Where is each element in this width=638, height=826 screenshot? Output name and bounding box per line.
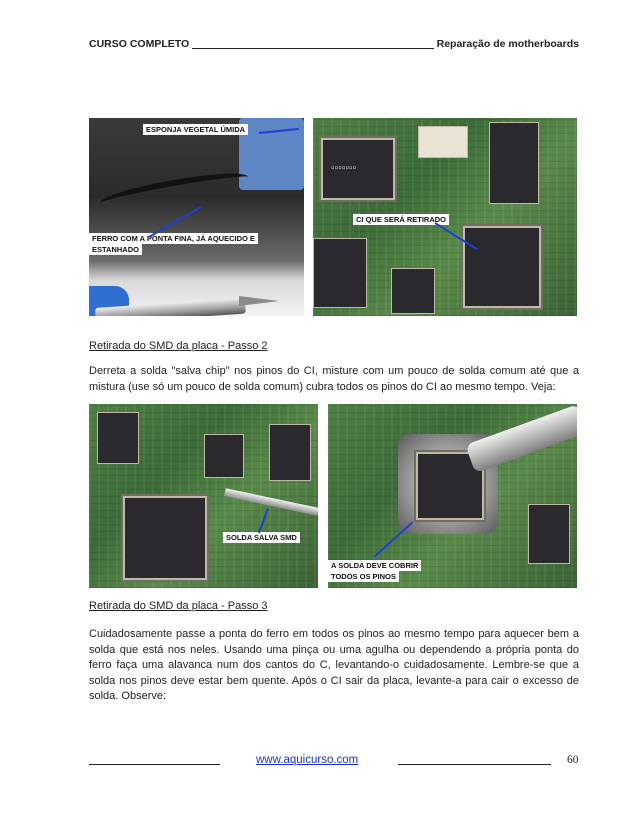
chip-bottom-middle bbox=[391, 268, 435, 314]
page-header: CURSO COMPLETO Reparação de motherboards bbox=[89, 38, 579, 54]
iron-cable bbox=[98, 167, 250, 213]
chip-top-right bbox=[489, 122, 539, 204]
photo-soldering-iron: ESPONJA VEGETAL ÚMIDA FERRO COM A PONTA … bbox=[89, 118, 304, 316]
section-title-step3: Retirada do SMD da placa - Passo 3 bbox=[89, 600, 268, 612]
page-number: 60 bbox=[567, 754, 579, 766]
chip-upper-left bbox=[97, 412, 139, 464]
iron-tip-photo4 bbox=[465, 404, 577, 474]
section-title-step2: Retirada do SMD da placa - Passo 2 bbox=[89, 340, 268, 352]
footer-rule-right bbox=[398, 764, 551, 765]
label-sponge: ESPONJA VEGETAL ÚMIDA bbox=[143, 124, 249, 135]
footer-rule-left bbox=[89, 764, 220, 765]
chip-marking: ▫▫▫▫▫▫▫ bbox=[331, 164, 357, 171]
label-iron-line2: ESTANHADO bbox=[89, 244, 142, 255]
label-ic-to-remove: CI QUE SERÁ RETIRADO bbox=[353, 214, 450, 225]
photo-salva-smd: SOLDA SALVA SMD bbox=[89, 404, 318, 588]
solder-wire bbox=[224, 488, 318, 516]
chip-main bbox=[123, 496, 207, 580]
label-solder-line1: A SOLDA DEVE COBRIR bbox=[328, 560, 422, 571]
iron-tip bbox=[239, 296, 279, 306]
section-text-step2: Derreta a solda "salva chip" nos pinos d… bbox=[89, 365, 579, 393]
photo-ic-to-remove: ▫▫▫▫▫▫▫ CI QUE SERÁ RETIRADO bbox=[313, 118, 577, 316]
chip-top-middle bbox=[418, 126, 468, 158]
footer-website-link[interactable]: www.aquicurso.com bbox=[256, 754, 359, 766]
chip-top-left: ▫▫▫▫▫▫▫ bbox=[321, 138, 395, 200]
label-iron-line1: FERRO COM A PONTA FINA, JÁ AQUECIDO E bbox=[89, 233, 258, 244]
section-text-step3: Cuidadosamente passe a ponta do ferro em… bbox=[89, 628, 579, 703]
chip-upper-middle bbox=[204, 434, 244, 478]
header-subject: Reparação de motherboards bbox=[436, 38, 579, 50]
label-solder-line2: TODOS OS PINOS bbox=[328, 571, 399, 582]
chip-upper-right bbox=[269, 424, 311, 481]
arrow-solder bbox=[373, 521, 414, 558]
photo-solder-covering-pins: A SOLDA DEVE COBRIR TODOS OS PINOS bbox=[328, 404, 577, 588]
chip-right bbox=[528, 504, 570, 564]
header-rule bbox=[192, 48, 434, 49]
chip-bottom-left bbox=[313, 238, 367, 308]
header-course-title: CURSO COMPLETO bbox=[89, 38, 190, 50]
label-salva-smd: SOLDA SALVA SMD bbox=[223, 532, 300, 543]
chip-target bbox=[463, 226, 541, 308]
arrow-salva-smd bbox=[258, 508, 269, 534]
